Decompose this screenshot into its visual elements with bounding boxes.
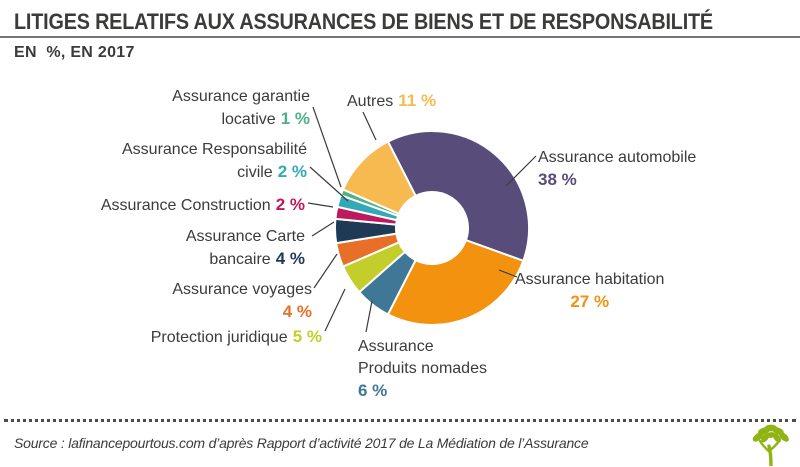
label-percentage: 11 %	[398, 91, 437, 110]
chart-label-carte-bancaire: Assurance Carte bancaire 4 %	[186, 226, 305, 271]
label-text: Protection juridique 5 %	[150, 327, 322, 346]
leader-line-6	[307, 202, 334, 208]
label-percentage: 4 %	[275, 249, 305, 268]
source-attribution: Source : lafinancepourtous.com d’après R…	[14, 435, 589, 451]
leader-line-1	[498, 269, 518, 278]
label-text: Assurance automobile	[538, 149, 697, 166]
page-subtitle: EN %, EN 2017	[14, 44, 135, 61]
label-text: Assurance Responsabilité	[122, 141, 307, 158]
chart-label-garantie-locative: Assurance garantie locative 1 %	[172, 86, 310, 131]
chart-label-voyages: Assurance voyages 4 %	[172, 279, 312, 324]
leader-line-9	[362, 111, 377, 141]
label-percentage: 2 %	[277, 162, 307, 181]
label-percentage: 1 %	[280, 109, 310, 128]
leader-line-8	[312, 106, 342, 188]
label-text: Assurance garantie	[172, 88, 310, 105]
label-text: Produits nomades	[358, 360, 487, 377]
title-divider	[0, 36, 800, 38]
leader-line-5	[311, 221, 335, 237]
donut-slice-assurance-habitation	[386, 238, 525, 326]
label-text: Autres 11 %	[347, 91, 437, 110]
leader-line-0	[505, 155, 537, 187]
label-percentage: 5 %	[292, 327, 322, 346]
tree-logo-icon	[752, 424, 789, 466]
label-text: civile 2 %	[237, 162, 307, 181]
donut-slice-autres	[341, 140, 418, 216]
label-text: Assurance voyages	[172, 281, 312, 298]
label-text: Assurance Carte	[185, 228, 305, 245]
label-text: locative 1 %	[221, 109, 310, 128]
leader-line-3	[324, 288, 346, 332]
label-text: Assurance Construction 2 %	[100, 195, 305, 214]
footer-dotted-divider	[4, 419, 796, 422]
chart-label-construction: Assurance Construction 2 %	[101, 194, 305, 217]
chart-label-autres: Autres 11 %	[347, 90, 436, 113]
donut-slice-assurance-automobile	[386, 130, 530, 263]
chart-label-produits-nomades: Assurance Produits nomades 6 %	[358, 336, 487, 403]
label-percentage: 2 %	[275, 195, 305, 214]
label-percentage: 4 %	[282, 302, 312, 321]
label-percentage: 38 %	[538, 170, 577, 189]
label-percentage: 27 %	[570, 292, 610, 311]
leader-line-2	[365, 300, 373, 333]
leader-line-7	[309, 166, 349, 202]
leader-line-4	[313, 253, 338, 289]
label-text: bancaire 4 %	[209, 249, 305, 268]
label-text: Assurance	[358, 338, 434, 355]
chart-label-automobile: Assurance automobile 38 %	[538, 147, 696, 192]
chart-label-protection-juridique: Protection juridique 5 %	[151, 326, 322, 349]
chart-label-habitation: Assurance habitation 27 %	[515, 269, 664, 314]
page-title: LITIGES RELATIFS AUX ASSURANCES DE BIENS…	[14, 9, 713, 34]
label-text: Assurance habitation	[515, 271, 665, 288]
label-percentage: 6 %	[358, 381, 388, 400]
chart-label-responsabilite-civile: Assurance Responsabilité civile 2 %	[122, 139, 307, 184]
